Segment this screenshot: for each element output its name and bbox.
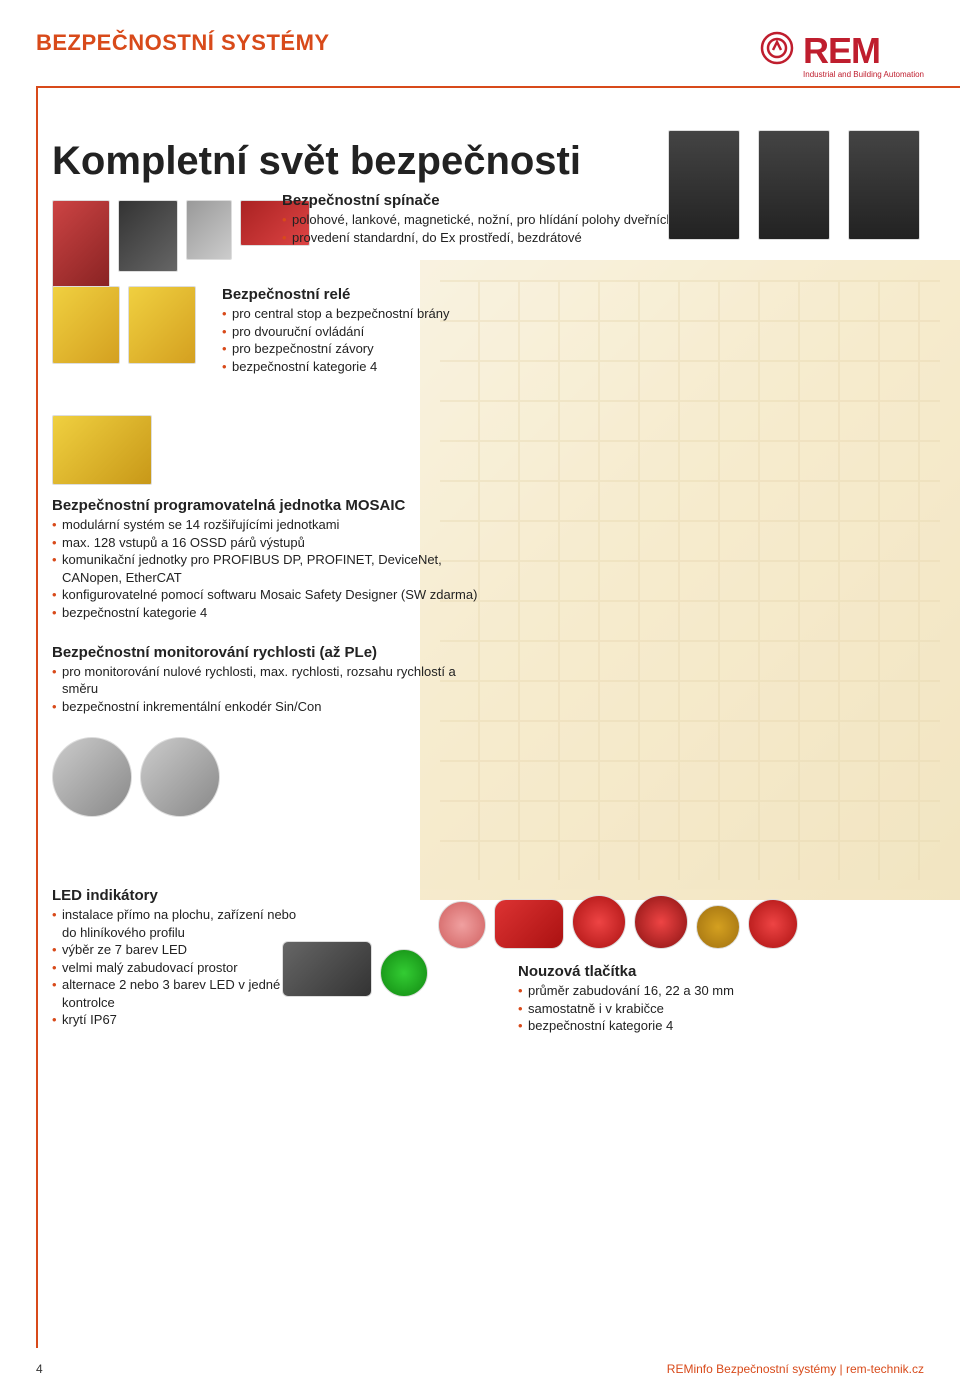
section-mosaic: Bezpečnostní programovatelná jednotka MO… bbox=[52, 497, 482, 621]
bullet-item: pro dvouruční ovládání bbox=[222, 323, 652, 341]
bullet-item: výběr ze 7 barev LED bbox=[52, 941, 312, 959]
bullet-item: polohové, lankové, magnetické, nožní, pr… bbox=[282, 211, 712, 229]
section-led: LED indikátory instalace přímo na plochu… bbox=[52, 887, 312, 1029]
bullet-item: modulární systém se 14 rozšiřujícími jed… bbox=[52, 516, 482, 534]
section-title: Nouzová tlačítka bbox=[518, 963, 924, 980]
product-image bbox=[52, 286, 120, 364]
brand-icon bbox=[759, 30, 795, 66]
estop-images bbox=[438, 895, 924, 949]
bullet-item: provedení standardní, do Ex prostředí, b… bbox=[282, 229, 712, 247]
bullet-item: velmi malý zabudovací prostor bbox=[52, 959, 312, 977]
product-image bbox=[282, 941, 372, 997]
product-image bbox=[848, 130, 920, 240]
switch-photos-top bbox=[668, 130, 920, 240]
bullet-item: bezpečnostní kategorie 4 bbox=[518, 1017, 924, 1035]
bullet-item: max. 128 vstupů a 16 OSSD párů výstupů bbox=[52, 534, 482, 552]
bullet-list: polohové, lankové, magnetické, nožní, pr… bbox=[282, 211, 712, 246]
page: BEZPEČNOSTNÍ SYSTÉMY REM Industrial and … bbox=[0, 0, 960, 1388]
brand-name: REM bbox=[803, 30, 924, 72]
bullet-list: instalace přímo na plochu, zařízení nebo… bbox=[52, 906, 312, 1029]
product-image bbox=[572, 895, 626, 949]
section-estop: Nouzová tlačítka průměr zabudování 16, 2… bbox=[518, 963, 924, 1035]
bullet-item: samostatně i v krabičce bbox=[518, 1000, 924, 1018]
section-relays: Bezpečnostní relé pro central stop a bez… bbox=[222, 286, 652, 375]
product-image bbox=[380, 949, 428, 997]
bullet-item: komunikační jednotky pro PROFIBUS DP, PR… bbox=[52, 551, 482, 586]
product-image bbox=[748, 899, 798, 949]
content: Kompletní svět bezpečnosti Bezpečnostní … bbox=[0, 139, 960, 1057]
bullet-list: průměr zabudování 16, 22 a 30 mm samosta… bbox=[518, 982, 924, 1035]
footer: 4 REMinfo Bezpečnostní systémy | rem-tec… bbox=[0, 1362, 960, 1376]
brand-tagline: Industrial and Building Automation bbox=[803, 70, 924, 79]
section-title: LED indikátory bbox=[52, 887, 312, 904]
mosaic-images bbox=[52, 415, 924, 485]
bullet-item: pro central stop a bezpečnostní brány bbox=[222, 305, 652, 323]
bullet-item: konfigurovatelné pomocí softwaru Mosaic … bbox=[52, 586, 482, 604]
product-image bbox=[758, 130, 830, 240]
bullet-item: krytí IP67 bbox=[52, 1011, 312, 1029]
product-image bbox=[634, 895, 688, 949]
page-number: 4 bbox=[36, 1362, 43, 1376]
product-image bbox=[494, 899, 564, 949]
category-title: BEZPEČNOSTNÍ SYSTÉMY bbox=[36, 30, 330, 56]
header: BEZPEČNOSTNÍ SYSTÉMY REM Industrial and … bbox=[0, 0, 960, 79]
bullet-item: bezpečnostní inkrementální enkodér Sin/C… bbox=[52, 698, 482, 716]
bullet-item: pro monitorování nulové rychlosti, max. … bbox=[52, 663, 482, 698]
bullet-item: bezpečnostní kategorie 4 bbox=[52, 604, 482, 622]
bullet-item: pro bezpečnostní závory bbox=[222, 340, 652, 358]
section-switches: Bezpečnostní spínače polohové, lankové, … bbox=[282, 192, 712, 246]
bullet-list: pro central stop a bezpečnostní brány pr… bbox=[222, 305, 652, 375]
product-image bbox=[118, 200, 178, 272]
encoder-images bbox=[52, 737, 924, 817]
section-title: Bezpečnostní relé bbox=[222, 286, 652, 303]
section-title: Bezpečnostní programovatelná jednotka MO… bbox=[52, 497, 482, 514]
product-image bbox=[128, 286, 196, 364]
lower-sections: LED indikátory instalace přímo na plochu… bbox=[52, 887, 924, 1057]
led-images bbox=[282, 941, 428, 997]
bullet-list: pro monitorování nulové rychlosti, max. … bbox=[52, 663, 482, 716]
footer-text: REMinfo Bezpečnostní systémy | rem-techn… bbox=[667, 1362, 924, 1376]
product-image bbox=[52, 415, 152, 485]
brand-logo: REM Industrial and Building Automation bbox=[759, 30, 924, 79]
bullet-item: průměr zabudování 16, 22 a 30 mm bbox=[518, 982, 924, 1000]
bullet-item: bezpečnostní kategorie 4 bbox=[222, 358, 652, 376]
section-speed: Bezpečnostní monitorování rychlosti (až … bbox=[52, 644, 482, 716]
product-image bbox=[696, 905, 740, 949]
product-image bbox=[668, 130, 740, 240]
product-image bbox=[186, 200, 232, 260]
bullet-list: modulární systém se 14 rozšiřujícími jed… bbox=[52, 516, 482, 621]
product-image bbox=[438, 901, 486, 949]
bullet-item: alternace 2 nebo 3 barev LED v jedné kon… bbox=[52, 976, 312, 1011]
section-title: Bezpečnostní spínače bbox=[282, 192, 712, 209]
estop-column: Nouzová tlačítka průměr zabudování 16, 2… bbox=[518, 887, 924, 1057]
section-title: Bezpečnostní monitorování rychlosti (až … bbox=[52, 644, 482, 661]
led-column: LED indikátory instalace přímo na plochu… bbox=[52, 887, 458, 1051]
product-image bbox=[52, 200, 110, 290]
product-image bbox=[140, 737, 220, 817]
product-image bbox=[52, 737, 132, 817]
bullet-item: instalace přímo na plochu, zařízení nebo… bbox=[52, 906, 312, 941]
